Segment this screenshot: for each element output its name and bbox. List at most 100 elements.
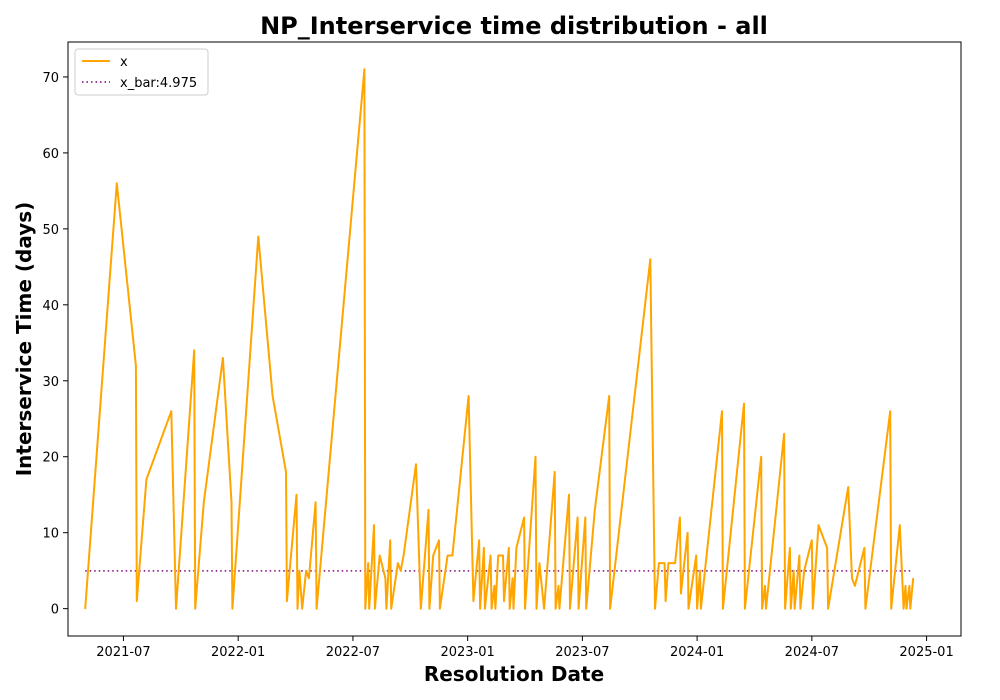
x-axis: 2021-07 2022-01 2022-07 2023-01 2023-07 2024-… — [96, 636, 954, 660]
series-x-point — [497, 554, 499, 557]
series-x-point — [721, 410, 723, 412]
y-tick-label: 20 — [42, 451, 59, 466]
series-x-point — [557, 585, 560, 587]
series-x-point — [484, 608, 486, 610]
x-tick-label: 2024-01 — [670, 645, 724, 660]
series-x-point — [667, 562, 670, 564]
legend-x-label: x — [120, 55, 128, 70]
series-x-point — [760, 456, 762, 458]
series-x-point — [363, 68, 365, 70]
series-x-point — [680, 592, 682, 595]
series-x-point — [295, 494, 298, 496]
series-x-point — [272, 395, 274, 397]
series-x-point — [403, 554, 405, 557]
series-x-point — [468, 395, 470, 397]
series-x-point — [744, 608, 746, 610]
series-x-point — [194, 608, 196, 610]
series-x-point — [543, 608, 545, 610]
series-x-point — [743, 403, 745, 405]
series-x-point — [494, 608, 496, 610]
series-x-point — [699, 570, 701, 572]
chart-title: NP_Interservice time distribution - all — [260, 12, 768, 40]
x-tick-label: 2021-07 — [96, 645, 150, 660]
series-x-point — [812, 608, 814, 610]
series-x-point — [665, 600, 667, 602]
series-x-point — [799, 608, 802, 610]
series-x-point — [569, 608, 571, 610]
series-x-point — [903, 608, 905, 610]
x-tick-label: 2022-07 — [326, 645, 380, 660]
series-x-point — [827, 608, 829, 610]
series-x-point — [912, 577, 914, 579]
series-x-point — [761, 608, 763, 610]
series-x-point — [687, 532, 689, 534]
series-x-point — [203, 501, 205, 503]
y-tick-label: 70 — [42, 71, 59, 86]
series-x-point — [116, 182, 118, 184]
series-x-point — [374, 608, 376, 610]
y-tick-label: 30 — [42, 375, 59, 390]
y-tick-label: 60 — [42, 147, 59, 162]
series-x-point — [847, 486, 849, 488]
series-x-point — [658, 562, 660, 564]
series-x-point — [439, 608, 441, 610]
series-x-point — [851, 577, 853, 579]
series-x-point — [794, 608, 796, 610]
series-x-point — [305, 570, 307, 572]
y-axis: 0 10 20 30 40 50 60 70 — [42, 71, 68, 618]
series-x-point — [649, 258, 651, 260]
series-x-point — [722, 608, 724, 610]
series-x-point — [817, 524, 820, 526]
series-x-point — [523, 516, 525, 519]
series-x-point — [447, 554, 449, 557]
series-x-point — [509, 608, 511, 610]
series-x-point — [654, 608, 656, 610]
y-tick-label: 40 — [42, 299, 59, 314]
series-x-point — [135, 365, 137, 367]
series-x-point — [502, 554, 504, 557]
series-x-point — [664, 562, 666, 564]
series-x-point — [175, 608, 177, 610]
series-x-point — [438, 539, 440, 541]
series-x-point — [538, 562, 541, 564]
series-x-point — [296, 608, 299, 610]
series-x-point — [364, 608, 366, 610]
series-x-point — [515, 547, 518, 549]
series-x-point — [826, 547, 828, 549]
series-x-point — [568, 494, 570, 496]
series-x-point — [609, 608, 611, 610]
series-x-point — [585, 608, 587, 610]
series-x-point — [908, 585, 911, 587]
series-x-point — [909, 608, 911, 610]
series-x-point — [503, 600, 505, 602]
series-x-point — [384, 577, 386, 579]
series-x-point — [854, 585, 856, 587]
series-x-point — [479, 608, 481, 610]
series-x-point — [864, 608, 867, 610]
series-x-point — [508, 547, 510, 549]
series-x-point — [427, 509, 430, 511]
y-tick-label: 50 — [42, 223, 59, 238]
series-x-point — [367, 562, 369, 564]
series-x-point — [400, 570, 402, 572]
y-axis-label: Interservice Time (days) — [12, 202, 36, 477]
series-x-point — [428, 608, 430, 610]
series-x-point — [472, 600, 474, 602]
series-x-point — [577, 516, 579, 519]
plot-frame — [67, 41, 962, 637]
series-x-point — [696, 608, 698, 610]
series-x-point — [230, 501, 233, 503]
series-x-point — [535, 608, 538, 610]
series-x-point — [793, 570, 795, 572]
series-x-point — [798, 554, 801, 557]
series-x-point — [695, 554, 697, 557]
series-x-point — [700, 608, 702, 610]
series-x-point — [415, 463, 417, 465]
series-x-point — [904, 585, 907, 587]
series-x-point — [783, 433, 785, 435]
series-x-point — [298, 570, 300, 572]
series-x-point — [784, 608, 786, 610]
series-x-point — [491, 608, 493, 610]
series-x-point — [84, 608, 86, 610]
